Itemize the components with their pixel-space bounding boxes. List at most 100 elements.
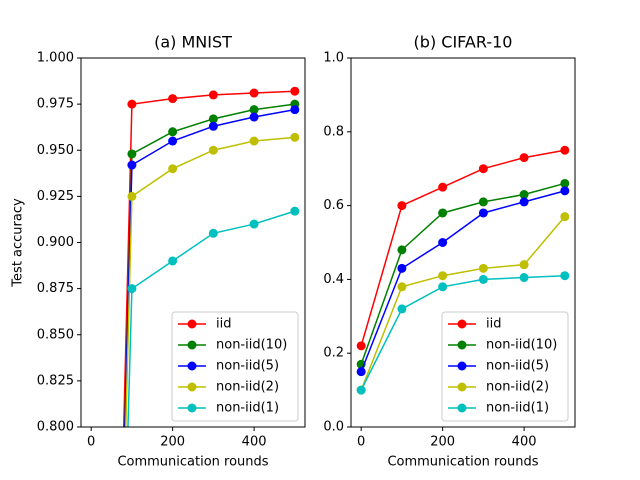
x-tick-label: 0 <box>357 435 365 450</box>
data-point <box>356 341 366 351</box>
legend-label: non-iid(1) <box>486 401 549 416</box>
x-tick-label: 200 <box>160 435 185 450</box>
data-point <box>519 260 529 270</box>
data-point <box>519 190 529 200</box>
legend-marker <box>187 340 197 350</box>
y-tick-label: 0.0 <box>323 420 344 435</box>
data-point <box>208 114 218 124</box>
series-line <box>124 136 295 427</box>
y-tick-label: 0.950 <box>37 143 74 158</box>
legend-marker <box>187 361 197 371</box>
data-point <box>438 271 448 281</box>
data-point <box>478 164 488 174</box>
legend-marker <box>457 361 467 371</box>
y-tick-label: 0.800 <box>37 420 74 435</box>
series-line <box>123 90 295 427</box>
data-point <box>249 105 259 115</box>
data-point <box>249 136 259 146</box>
y-tick-label: 0.925 <box>37 189 74 204</box>
data-point <box>356 367 366 377</box>
data-point <box>438 282 448 292</box>
legend-label: non-iid(5) <box>486 359 549 374</box>
x-axis-label: Communication rounds <box>117 455 268 470</box>
plot-area <box>356 145 570 395</box>
data-point <box>478 274 488 284</box>
data-point <box>397 304 407 314</box>
legend-label: non-iid(2) <box>216 380 279 395</box>
data-point <box>168 164 178 174</box>
data-point <box>208 90 218 100</box>
legend-label: non-iid(10) <box>216 338 287 353</box>
y-tick-label: 0.975 <box>37 97 74 112</box>
data-point <box>356 385 366 395</box>
legend-marker <box>457 340 467 350</box>
chart-title: (a) MNIST <box>154 33 232 52</box>
legend-label: non-iid(10) <box>486 338 557 353</box>
legend-label: non-iid(5) <box>216 359 279 374</box>
data-point <box>290 86 300 96</box>
chart-title: (b) CIFAR-10 <box>414 33 513 52</box>
legend-label: non-iid(1) <box>216 401 279 416</box>
legend-marker <box>187 319 197 329</box>
series-line <box>124 108 295 427</box>
data-point <box>397 263 407 273</box>
x-axis-label: Communication rounds <box>387 455 538 470</box>
data-point <box>127 99 137 109</box>
data-point <box>127 284 137 294</box>
plot-area <box>123 86 300 427</box>
data-point <box>168 256 178 266</box>
y-tick-label: 0.825 <box>37 373 74 388</box>
data-point <box>168 136 178 146</box>
x-tick-label: 400 <box>512 435 537 450</box>
data-point <box>290 105 300 115</box>
series-line <box>127 210 296 427</box>
series-line <box>360 149 565 347</box>
series-line <box>360 190 566 372</box>
y-tick-label: 0.6 <box>323 198 344 213</box>
y-tick-label: 0.2 <box>323 346 344 361</box>
data-point <box>249 112 259 122</box>
data-point <box>397 245 407 255</box>
legend-marker <box>457 319 467 329</box>
data-point <box>208 121 218 131</box>
legend-marker <box>457 403 467 413</box>
legend-box <box>441 311 569 422</box>
legend-marker <box>457 382 467 392</box>
data-point <box>208 228 218 238</box>
data-point <box>397 282 407 292</box>
data-point <box>290 132 300 142</box>
x-tick-label: 200 <box>430 435 455 450</box>
data-point <box>168 94 178 104</box>
series-line <box>360 216 566 391</box>
data-point <box>519 197 529 207</box>
data-point <box>478 197 488 207</box>
y-tick-label: 0.850 <box>37 327 74 342</box>
data-point <box>127 191 137 201</box>
y-tick-label: 0.8 <box>323 124 344 139</box>
data-point <box>168 127 178 137</box>
data-point <box>560 271 570 281</box>
data-point <box>249 219 259 229</box>
data-point <box>519 153 529 163</box>
x-tick-label: 0 <box>87 435 95 450</box>
legend-label: iid <box>486 317 501 332</box>
legend-box <box>171 311 299 422</box>
data-point <box>438 182 448 192</box>
data-point <box>560 178 570 188</box>
data-point <box>290 206 300 216</box>
data-point <box>438 238 448 247</box>
legend-label: iid <box>216 317 231 332</box>
data-point <box>127 160 137 170</box>
data-point <box>519 273 529 283</box>
legend-marker <box>187 382 197 392</box>
data-point <box>560 145 570 155</box>
y-tick-label: 0.4 <box>323 272 344 287</box>
data-point <box>478 263 488 273</box>
data-point <box>249 88 259 98</box>
data-point <box>560 212 570 222</box>
axes-frame <box>80 57 306 428</box>
data-point <box>208 145 218 155</box>
data-point <box>397 201 407 211</box>
y-tick-label: 1.0 <box>323 51 344 66</box>
